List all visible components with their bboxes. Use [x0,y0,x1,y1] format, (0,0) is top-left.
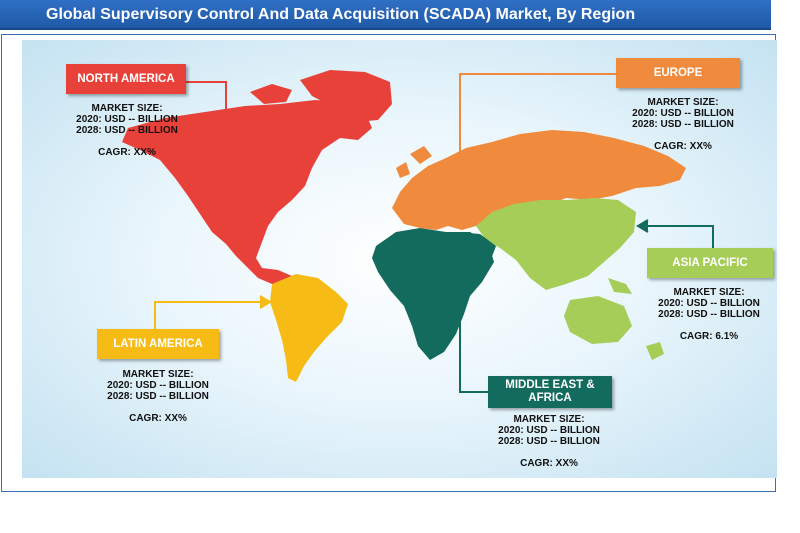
asia-pacific-connector [636,219,714,248]
asia-pacific-2028-value: 2028: USD -- BILLION [658,309,760,320]
middle-east-africa-market-size-label: MARKET SIZE: [513,414,585,425]
latin-america-2020-value: 2020: USD -- BILLION [107,380,209,391]
europe-2028-value: 2028: USD -- BILLION [632,119,734,130]
europe-shape [392,130,686,230]
north-america-label: NORTH AMERICA [66,64,186,94]
latin-america-market-size-label: MARKET SIZE: [122,369,194,380]
asia-pacific-label: ASIA PACIFIC [647,248,773,278]
europe-connector [453,73,616,180]
europe-2020-value: 2020: USD -- BILLION [632,108,734,119]
middle-east-africa-label: MIDDLE EAST & AFRICA [488,376,612,408]
title-bar: Global Supervisory Control And Data Acqu… [0,0,771,30]
europe-market-size-label: MARKET SIZE: [647,97,719,108]
latin-america-connector [154,295,272,330]
latin-america-label: LATIN AMERICA [97,329,219,359]
middle-east-africa-2020-value: 2020: USD -- BILLION [498,425,600,436]
europe-cagr: CAGR: XX% [654,141,712,152]
north-america-info: MARKET SIZE: 2020: USD -- BILLION 2028: … [52,103,202,158]
middle-east-africa-connector [453,258,490,393]
north-america-market-size-label: MARKET SIZE: [91,103,163,114]
north-america-cagr: CAGR: XX% [98,147,156,158]
north-america-2020-value: 2020: USD -- BILLION [76,114,178,125]
middle-east-africa-info: MARKET SIZE: 2020: USD -- BILLION 2028: … [474,414,624,469]
latin-america-shape [270,274,348,382]
europe-info: MARKET SIZE: 2020: USD -- BILLION 2028: … [608,97,758,152]
latin-america-info: MARKET SIZE: 2020: USD -- BILLION 2028: … [83,369,233,424]
asia-pacific-shape [476,198,664,360]
middle-east-africa-cagr: CAGR: XX% [520,458,578,469]
north-america-2028-value: 2028: USD -- BILLION [76,125,178,136]
middle-east-africa-shape [372,228,496,360]
middle-east-africa-2028-value: 2028: USD -- BILLION [498,436,600,447]
asia-pacific-info: MARKET SIZE: 2020: USD -- BILLION 2028: … [634,287,784,342]
asia-pacific-2020-value: 2020: USD -- BILLION [658,298,760,309]
page-title: Global Supervisory Control And Data Acqu… [46,6,636,23]
north-america-connector [185,81,233,200]
asia-pacific-cagr: CAGR: 6.1% [679,331,739,342]
latin-america-2028-value: 2028: USD -- BILLION [107,391,209,402]
north-america-shape [122,70,392,284]
latin-america-cagr: CAGR: XX% [129,413,187,424]
europe-label: EUROPE [616,58,740,88]
asia-pacific-market-size-label: MARKET SIZE: [673,287,745,298]
